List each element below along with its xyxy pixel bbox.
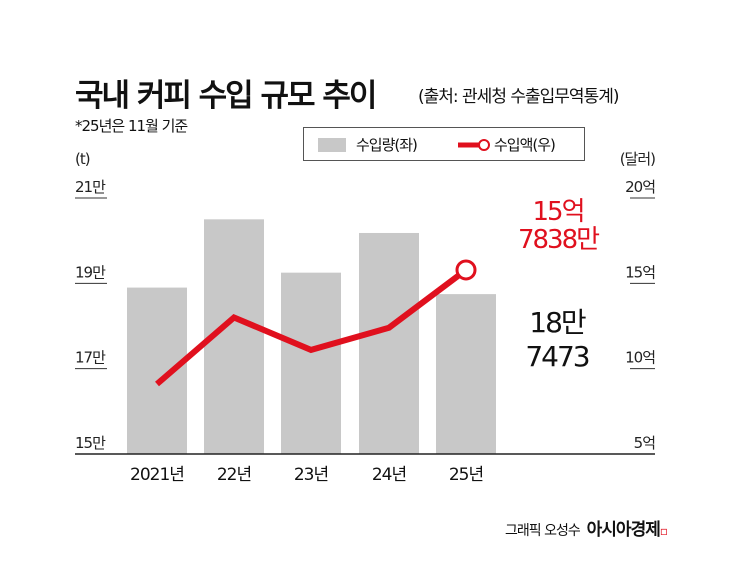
legend-line-label: 수입액(우) <box>494 136 556 154</box>
bar-23년 <box>281 272 341 454</box>
left-tick-label: 21만 <box>75 178 106 196</box>
right-tick-label: 20억 <box>625 178 655 196</box>
left-tick-label: 17만 <box>75 349 106 367</box>
legend-line-icon <box>458 139 490 151</box>
right-tick-label: 5억 <box>634 434 655 452</box>
left-axis-unit: (t) <box>75 150 90 168</box>
x-tick-label: 22년 <box>217 465 251 485</box>
brand-logo: 아시아경제 <box>586 520 661 540</box>
legend-bar-label: 수입량(좌) <box>356 136 418 154</box>
right-tick-label: 10억 <box>625 349 655 367</box>
line-series <box>155 267 468 387</box>
line-value-label: 15억 <box>532 197 583 227</box>
right-axis-unit: (달러) <box>620 150 655 168</box>
footnote: *25년은 11월 기준 <box>75 117 188 135</box>
left-tick-label: 19만 <box>75 263 106 281</box>
bar-24년 <box>359 232 419 454</box>
legend-bar-swatch <box>318 138 346 152</box>
source-note: (출처: 관세청 수출입무역통계) <box>418 87 619 107</box>
x-tick-label: 25년 <box>449 465 483 485</box>
credit: 그래픽 오성수 아시아경제▫ <box>505 515 668 540</box>
line-value-label: 7838만 <box>518 225 599 255</box>
legend: 수입량(좌) 수입액(우) <box>303 127 585 161</box>
left-tick-label: 15만 <box>75 434 106 452</box>
right-tick-label: 15억 <box>625 263 655 281</box>
bar-25년 <box>436 294 496 454</box>
x-tick-label: 24년 <box>372 465 406 485</box>
bar-value-label: 7473 <box>525 340 588 373</box>
bar-2021년 <box>127 287 187 454</box>
line-point-last <box>455 259 477 281</box>
x-tick-label: 23년 <box>294 465 328 485</box>
chart-title: 국내 커피 수입 규모 추이 <box>75 78 377 114</box>
credit-author: 그래픽 오성수 <box>505 523 581 539</box>
brand-mark-icon: ▫ <box>659 524 668 538</box>
bar-value-label: 18만 <box>529 306 586 339</box>
x-tick-label: 2021년 <box>130 465 184 485</box>
